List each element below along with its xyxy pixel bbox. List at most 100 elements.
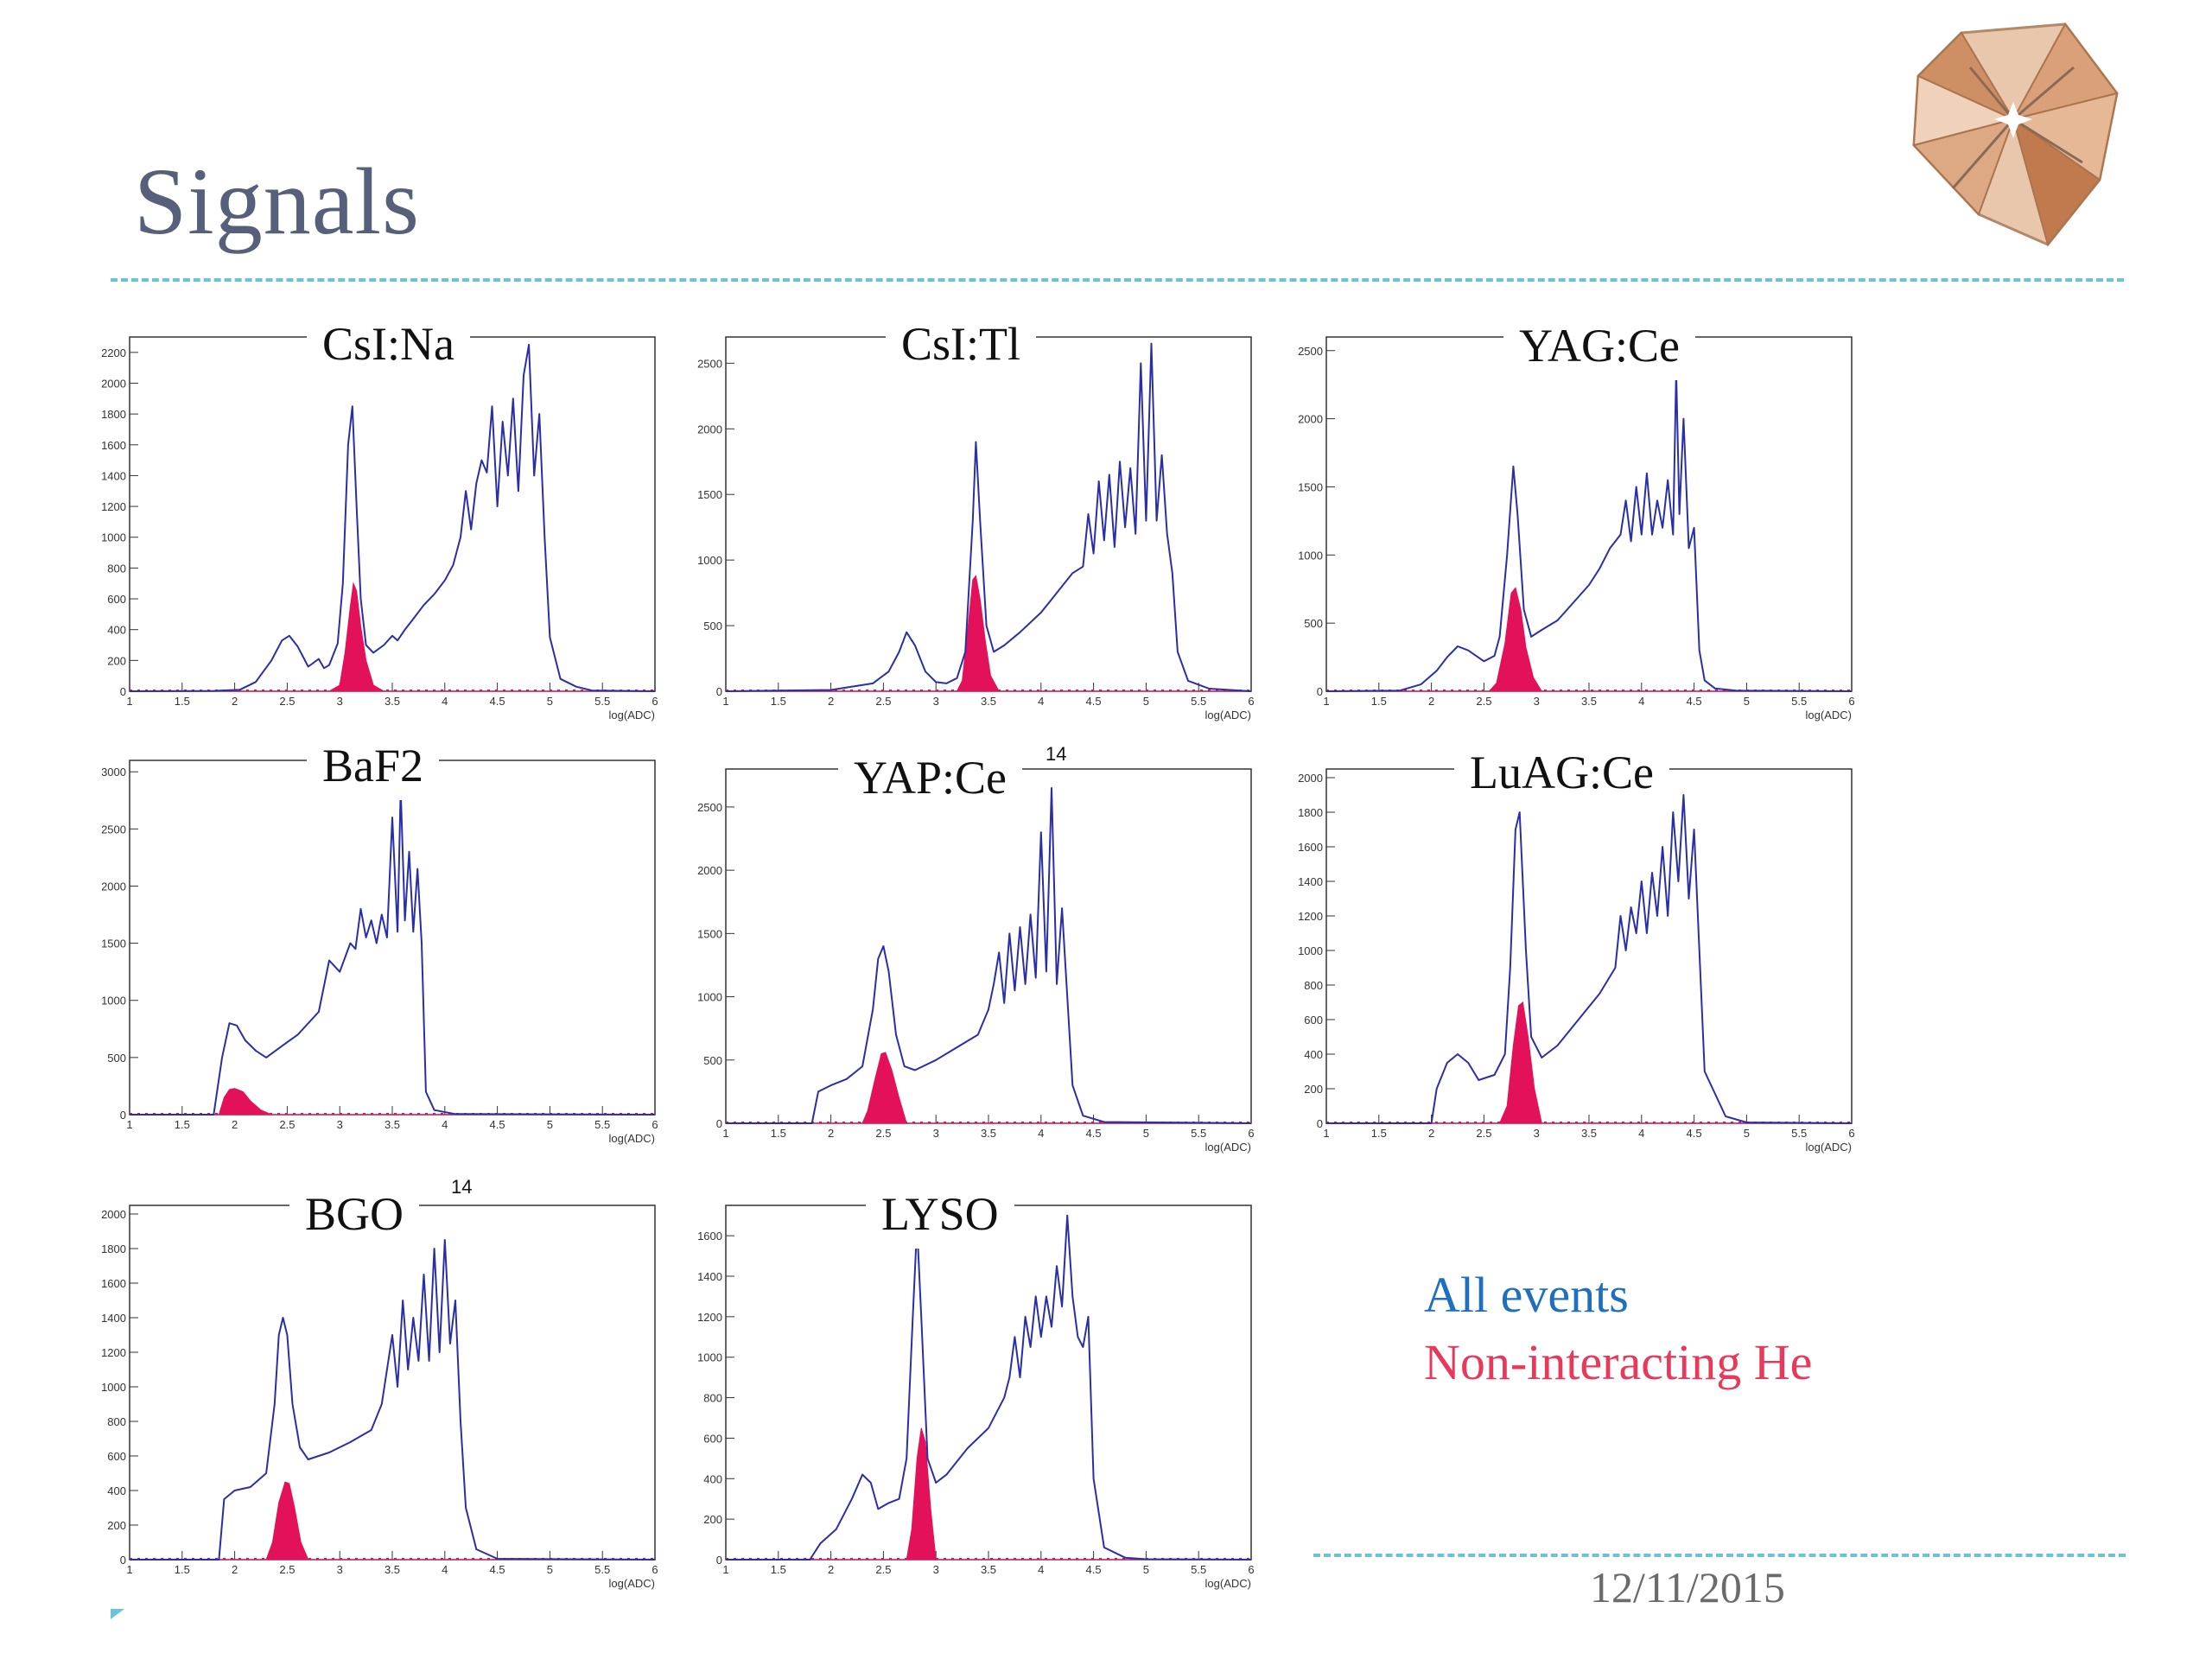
y-tick-label: 800 bbox=[107, 562, 126, 575]
x-tick-label: 1 bbox=[722, 1127, 728, 1140]
x-tick-label: 1.5 bbox=[1371, 695, 1387, 708]
y-tick-label: 0 bbox=[716, 1117, 722, 1130]
y-tick-label: 400 bbox=[703, 1472, 722, 1485]
x-axis-label: log(ADC) bbox=[1806, 709, 1852, 721]
x-tick-label: 5.5 bbox=[594, 695, 610, 708]
y-tick-label: 1200 bbox=[1298, 910, 1323, 923]
x-tick-label: 5 bbox=[547, 695, 553, 708]
y-tick-label: 0 bbox=[716, 685, 722, 698]
legend: All events Non-interacting He bbox=[1424, 1262, 1812, 1396]
x-axis-label: log(ADC) bbox=[1205, 1577, 1251, 1590]
slide-title: Signals bbox=[134, 149, 420, 254]
chart-panel-lyso: 0 200 400 600 800 1000 1200 1400 1600 1 1.5 2 2.5 3 3.… bbox=[674, 1179, 1262, 1594]
chart-panel-baf2: 0 500 1000 1500 2000 2500 3000 1 1.5 2 2.5 3 3.5 4 4.5… bbox=[78, 731, 665, 1149]
y-tick-label: 2500 bbox=[697, 801, 722, 814]
diamond-logo-icon bbox=[1912, 22, 2119, 247]
plot-frame bbox=[129, 760, 656, 1116]
x-tick-label: 3 bbox=[1534, 695, 1540, 708]
x-axis-label: log(ADC) bbox=[609, 1577, 655, 1590]
y-tick-label: 0 bbox=[120, 1109, 126, 1122]
x-axis-label: log(ADC) bbox=[1205, 1141, 1251, 1154]
y-tick-label: 200 bbox=[107, 654, 126, 667]
x-axis-label: log(ADC) bbox=[609, 709, 655, 721]
x-tick-label: 3.5 bbox=[385, 695, 400, 708]
x-tick-label: 1.5 bbox=[771, 1563, 786, 1576]
legend-non-interacting-he: Non-interacting He bbox=[1424, 1334, 1813, 1390]
x-tick-label: 3 bbox=[933, 1563, 939, 1576]
x-tick-label: 1.5 bbox=[175, 695, 190, 708]
x-tick-label: 5.5 bbox=[594, 1118, 610, 1131]
x-tick-label: 5.5 bbox=[594, 1563, 610, 1576]
x-tick-label: 2 bbox=[1428, 1127, 1434, 1140]
y-tick-label: 1000 bbox=[101, 995, 126, 1007]
y-tick-label: 200 bbox=[703, 1513, 722, 1526]
chart-title: LuAG:Ce bbox=[1454, 738, 1669, 807]
y-tick-label: 1500 bbox=[1298, 480, 1323, 493]
y-tick-label: 1800 bbox=[1298, 806, 1323, 819]
x-tick-label: 5 bbox=[1143, 1127, 1149, 1140]
title-divider bbox=[111, 278, 2124, 282]
chart-panel-bgo: 0 200 400 600 800 1000 1200 1400 1600 1800 2000 1 1.… bbox=[78, 1176, 665, 1594]
y-tick-label: 1400 bbox=[697, 1270, 722, 1283]
y-tick-label: 800 bbox=[1304, 979, 1323, 992]
histogram-lyso: 0 200 400 600 800 1000 1200 1400 1600 1 1.5 2 2.5 3 3.… bbox=[697, 1205, 1255, 1590]
series-non-interacting-he bbox=[726, 575, 1251, 692]
y-tick-label: 2500 bbox=[101, 823, 126, 836]
chart-panel-luag-ce: 0 200 400 600 800 1000 1200 1400 1600 1800 2000 1 1.… bbox=[1274, 738, 1862, 1158]
series-non-interacting-he bbox=[1326, 1001, 1852, 1124]
y-tick-label: 0 bbox=[120, 685, 126, 698]
histogram-csi-na: 0 200 400 600 800 1000 1200 1400 1600 1800 2000 220… bbox=[101, 336, 658, 721]
x-tick-label: 4 bbox=[442, 1563, 448, 1576]
chart-title: BaF2 bbox=[307, 731, 440, 800]
x-tick-label: 1.5 bbox=[175, 1563, 190, 1576]
superscript-mark: 14 bbox=[1046, 743, 1067, 765]
chart-title: BGO bbox=[289, 1179, 420, 1249]
x-tick-label: 1.5 bbox=[771, 1127, 786, 1140]
histogram-luag-ce: 0 200 400 600 800 1000 1200 1400 1600 1800 2000 1 1.… bbox=[1298, 768, 1855, 1154]
x-tick-label: 1 bbox=[126, 1118, 132, 1131]
plot-frame bbox=[129, 1205, 656, 1560]
x-tick-label: 5 bbox=[1744, 1127, 1750, 1140]
x-tick-label: 6 bbox=[1848, 695, 1854, 708]
y-tick-label: 3000 bbox=[101, 766, 126, 779]
x-tick-label: 3.5 bbox=[981, 1563, 996, 1576]
y-tick-label: 200 bbox=[107, 1519, 126, 1532]
y-tick-label: 500 bbox=[107, 1052, 126, 1065]
histogram-csi-tl: 0 500 1000 1500 2000 2500 1 1.5 2 2.5 3 3.5 4 4.5 5 5.5… bbox=[697, 336, 1255, 721]
series-non-interacting-he bbox=[1326, 587, 1852, 692]
y-tick-label: 2000 bbox=[1298, 772, 1323, 785]
x-tick-label: 2.5 bbox=[1476, 695, 1491, 708]
x-tick-label: 2.5 bbox=[875, 1563, 891, 1576]
y-tick-label: 1600 bbox=[101, 1277, 126, 1290]
histogram-yap-ce: 0 500 1000 1500 2000 2500 1 1.5 2 2.5 3 3.5 4 4.5 5 5.5… bbox=[697, 768, 1255, 1154]
y-tick-label: 400 bbox=[107, 1484, 126, 1497]
series-all-events bbox=[726, 787, 1252, 1124]
x-tick-label: 3 bbox=[933, 1127, 939, 1140]
y-tick-label: 0 bbox=[1317, 685, 1323, 698]
y-tick-label: 1400 bbox=[1298, 875, 1323, 888]
chart-panel-yag-ce: 0 500 1000 1500 2000 2500 1 1.5 2 2.5 3 3.5 4 4.5 5 5.5… bbox=[1274, 311, 1862, 726]
plot-frame bbox=[725, 1205, 1252, 1560]
plot-frame bbox=[725, 768, 1252, 1124]
x-tick-label: 1 bbox=[722, 1563, 728, 1576]
x-tick-label: 1.5 bbox=[175, 1118, 190, 1131]
x-tick-label: 3 bbox=[1534, 1127, 1540, 1140]
x-tick-label: 3.5 bbox=[981, 695, 996, 708]
chart-title: CsI:Na bbox=[307, 309, 470, 378]
y-tick-label: 200 bbox=[1304, 1083, 1323, 1096]
series-non-interacting-he bbox=[130, 1088, 655, 1116]
y-tick-label: 2000 bbox=[697, 423, 722, 435]
y-tick-label: 1400 bbox=[101, 469, 126, 482]
series-all-events bbox=[1326, 794, 1853, 1124]
y-tick-label: 1000 bbox=[101, 1381, 126, 1394]
superscript-mark: 14 bbox=[451, 1176, 473, 1198]
series-all-events bbox=[726, 1214, 1252, 1560]
y-tick-label: 0 bbox=[120, 1554, 126, 1567]
x-tick-label: 5.5 bbox=[1791, 695, 1807, 708]
y-tick-label: 2000 bbox=[101, 880, 126, 893]
x-axis-label: log(ADC) bbox=[609, 1132, 655, 1145]
x-tick-label: 3.5 bbox=[385, 1563, 400, 1576]
y-tick-label: 0 bbox=[1317, 1117, 1323, 1130]
x-tick-label: 5.5 bbox=[1791, 1127, 1807, 1140]
y-tick-label: 500 bbox=[703, 1054, 722, 1067]
